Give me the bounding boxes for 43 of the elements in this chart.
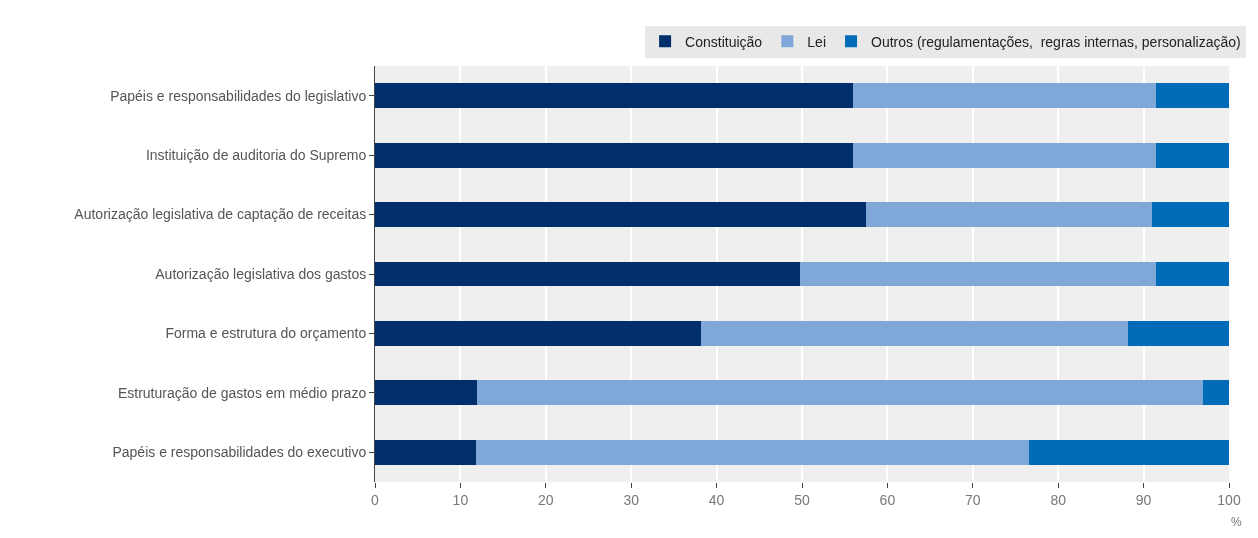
bar [375, 83, 854, 109]
bar [866, 202, 1153, 228]
legend-label: Lei [807, 33, 827, 50]
x-tick-label: 0 [371, 491, 380, 508]
x-tick-label: 60 [879, 491, 896, 508]
y-tick-label: Autorização legislativa de captação de receitas [74, 206, 367, 223]
bar [1155, 83, 1229, 109]
bar [375, 380, 478, 406]
x-tick-label: 50 [794, 491, 810, 508]
y-tick-label: Estruturação de gastos em médio prazo [117, 384, 367, 401]
bar [853, 83, 1156, 109]
bar [1029, 439, 1229, 465]
bar [375, 439, 476, 465]
bar [701, 320, 1129, 346]
y-tick-label: Papéis e responsabilidades do executivo [112, 444, 367, 461]
x-tick-label: 20 [538, 491, 554, 508]
bar [475, 439, 1030, 465]
x-tick-label: 40 [708, 491, 725, 508]
x-tick-label: 70 [965, 491, 981, 508]
y-tick-label: Forma e estrutura do orçamento [165, 325, 367, 342]
x-axis-title: % [1231, 515, 1242, 529]
bar [477, 380, 1204, 406]
y-tick-label: Instituição de auditoria do Supremo [145, 147, 367, 164]
bar [375, 320, 702, 346]
bar [853, 142, 1156, 168]
y-tick-label: Autorização legislativa dos gastos [155, 265, 367, 282]
x-tick-label: 10 [452, 491, 469, 508]
x-tick-label: 80 [1050, 491, 1067, 508]
bar [1152, 202, 1229, 228]
bar [800, 261, 1156, 287]
bar [1155, 142, 1229, 168]
x-tick-label: 100 [1217, 491, 1241, 508]
x-tick-label: 30 [623, 491, 640, 508]
bar [1203, 380, 1229, 406]
y-tick-label: Papéis e responsabilidades do legislativo [110, 87, 367, 104]
legend-label: Outros (regulamentações, regras internas, personalização) [871, 33, 1241, 50]
bar [1128, 320, 1229, 346]
bar [375, 142, 854, 168]
bar [1155, 261, 1229, 287]
bar [375, 261, 801, 287]
legend-label: Constituição [685, 33, 763, 50]
x-tick-label: 90 [1135, 491, 1152, 508]
bar [375, 202, 867, 228]
